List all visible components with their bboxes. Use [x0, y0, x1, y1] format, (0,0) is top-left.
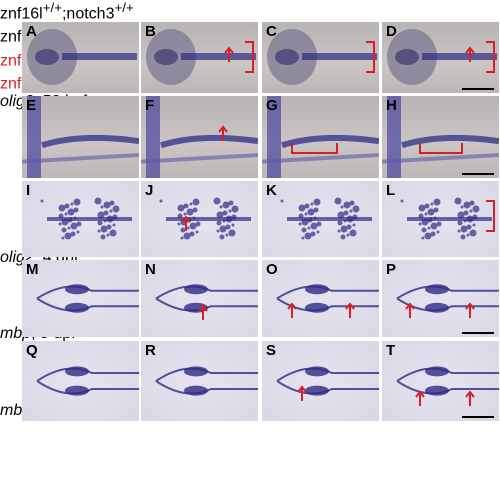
microscopy-image: L — [382, 181, 499, 257]
panel-letter: T — [386, 342, 396, 359]
stain-pattern — [396, 366, 499, 418]
microscopy-image: I — [22, 181, 139, 257]
stain-pattern — [400, 197, 495, 240]
microscopy-image: H — [382, 96, 499, 178]
stain-pattern — [382, 96, 499, 178]
stain-pattern — [159, 197, 251, 240]
panel-letter: K — [266, 182, 277, 199]
microscopy-image: M — [22, 260, 139, 337]
microscopy-image: B — [141, 22, 258, 93]
panel-letter: S — [266, 342, 277, 359]
stain-pattern — [36, 284, 139, 313]
stain-pattern — [141, 96, 258, 178]
header-part: znf16l — [0, 5, 43, 23]
stain-pattern — [267, 29, 377, 85]
microscopy-image: R — [141, 341, 258, 421]
microscopy-image: J — [141, 181, 258, 257]
panel-letter: R — [145, 342, 156, 359]
panel-letter: D — [386, 23, 397, 40]
column-header: znf16l+/+;notch3+/+ — [0, 0, 134, 23]
stain-pattern — [396, 284, 499, 334]
microscopy-image: Q — [22, 341, 139, 421]
microscopy-image: F — [141, 96, 258, 178]
panel-letter: B — [145, 23, 156, 40]
microscopy-image: N — [141, 260, 258, 337]
panel-letter: E — [26, 97, 37, 114]
figure: (() => { const data = JSON.parse(documen… — [0, 0, 500, 423]
stain-pattern — [155, 366, 258, 396]
stain-pattern — [262, 96, 379, 178]
panel-letter: J — [145, 182, 154, 199]
panel-letter: F — [145, 97, 155, 114]
stain-pattern — [146, 29, 256, 85]
panel-letter: C — [266, 23, 277, 40]
panel-letter: A — [26, 23, 37, 40]
header-part: +/+ — [114, 0, 134, 15]
microscopy-image: S — [262, 341, 379, 421]
panel-letter: L — [386, 182, 396, 199]
header-part: ;notch3 — [61, 5, 115, 23]
stain-pattern — [27, 29, 137, 85]
stain-pattern — [36, 366, 139, 396]
microscopy-image: E — [22, 96, 139, 178]
panel-letter: P — [386, 261, 397, 278]
microscopy-image: D — [382, 22, 499, 93]
stain-pattern — [40, 197, 132, 240]
stain-pattern — [280, 197, 372, 240]
stain-pattern — [276, 366, 379, 401]
panel-letter: H — [386, 97, 397, 114]
panel-letter: O — [266, 261, 278, 278]
microscopy-image: O — [262, 260, 379, 337]
microscopy-image: T — [382, 341, 499, 421]
microscopy-image: K — [262, 181, 379, 257]
stain-pattern — [387, 29, 497, 90]
panel-letter: M — [26, 261, 39, 278]
microscopy-image: C — [262, 22, 379, 93]
microscopy-image: A — [22, 22, 139, 93]
stain-pattern — [22, 96, 139, 178]
panel-letter: G — [266, 97, 278, 114]
header-part: +/+ — [42, 0, 62, 15]
stain-pattern — [155, 284, 258, 320]
microscopy-image: P — [382, 260, 499, 337]
stain-pattern — [276, 284, 379, 318]
panel-letter: Q — [26, 342, 38, 359]
panel-letter: N — [145, 261, 156, 278]
microscopy-image: G — [262, 96, 379, 178]
panel-letter: I — [26, 182, 31, 199]
